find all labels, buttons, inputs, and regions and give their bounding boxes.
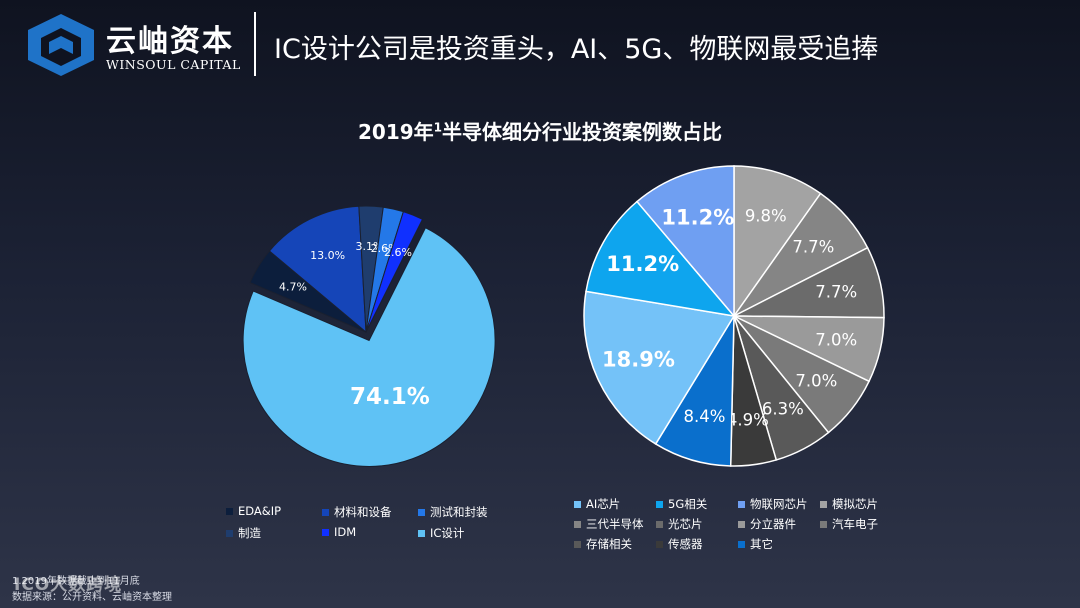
legend-right-item: AI芯片 xyxy=(574,496,620,512)
pie2-label--: 7.7% xyxy=(792,238,834,257)
legend-right-label: 三代半导体 xyxy=(586,517,644,531)
legend-right-swatch xyxy=(574,520,581,528)
pie2-label--: 6.3% xyxy=(762,399,804,418)
chart-title: 2019年1半导体细分行业投资案例数占比 xyxy=(0,116,1080,145)
legend-left-swatch xyxy=(418,508,425,516)
legend-right-swatch xyxy=(820,500,827,508)
pie2-slice-5g- xyxy=(585,200,736,318)
pie2-label--: 11.2% xyxy=(661,205,734,229)
footnote-date: 1.2019年数据截止到11月底 xyxy=(12,576,140,587)
legend-right-item: 传感器 xyxy=(656,536,703,552)
legend-left-label: 制造 xyxy=(238,526,261,540)
legend-right-item: 汽车电子 xyxy=(820,516,878,532)
legend-right-swatch xyxy=(656,540,663,548)
legend-left-swatch xyxy=(226,507,233,515)
legend-right-label: 传感器 xyxy=(668,537,703,551)
pie1-slice-- xyxy=(268,205,367,334)
pie2-slice-- xyxy=(635,165,735,319)
legend-right-label: 物联网芯片 xyxy=(750,497,808,511)
legend-left-swatch xyxy=(418,529,425,537)
legend-right-item: 物联网芯片 xyxy=(738,496,808,512)
legend-right-swatch xyxy=(656,520,663,528)
chart-title-year: 2019年 xyxy=(357,120,434,144)
pie2-label--: 8.4% xyxy=(683,407,725,426)
legend-right-swatch xyxy=(820,520,827,528)
pie2-label-5g-: 11.2% xyxy=(606,252,679,276)
legend-right-swatch xyxy=(574,500,581,508)
legend-right-swatch xyxy=(574,540,581,548)
legend-right-label: 模拟芯片 xyxy=(832,497,878,511)
legend-right-swatch xyxy=(738,520,745,528)
pie2-label--: 9.8% xyxy=(745,206,787,225)
legend-right-item: 分立器件 xyxy=(738,516,796,532)
legend-right-label: 分立器件 xyxy=(750,517,796,531)
legend-left-item: IC设计 xyxy=(418,525,464,541)
pie2-label--: 7.7% xyxy=(815,282,857,301)
legend-left-label: IDM xyxy=(334,525,357,539)
legend-left-swatch xyxy=(322,508,329,516)
legend-right-swatch xyxy=(656,500,663,508)
legend-left-item: EDA&IP xyxy=(226,504,281,518)
legend-right-swatch xyxy=(738,500,745,508)
pie1-slice-idm xyxy=(365,211,424,333)
footnote-source: 数据来源：公开资料、云岫资本整理 xyxy=(12,592,172,603)
legend-left-item: 材料和设备 xyxy=(322,504,392,520)
pie1-slice-ic- xyxy=(242,227,496,467)
pie2-label--: 7.0% xyxy=(815,331,857,350)
legend-left-item: 测试和封装 xyxy=(418,504,488,520)
legend-left-label: IC设计 xyxy=(430,526,465,540)
legend-right-item: 模拟芯片 xyxy=(820,496,878,512)
legend-left-swatch xyxy=(226,529,233,537)
legend-right-label: 汽车电子 xyxy=(832,517,878,531)
legend-right-item: 5G相关 xyxy=(656,496,707,512)
pie2-slice-- xyxy=(733,165,822,319)
pie2-slice-ai- xyxy=(583,290,736,445)
legend-left-label: EDA&IP xyxy=(238,504,282,518)
legend-right-swatch xyxy=(738,540,745,548)
legend-right-label: 其它 xyxy=(750,537,773,551)
legend-right-item: 光芯片 xyxy=(656,516,703,532)
legend-right-item: 存储相关 xyxy=(574,536,632,552)
pie1-label-eda-ip: 4.7% xyxy=(279,281,307,294)
page-headline: IC设计公司是投资重头，AI、5G、物联网最受追捧 xyxy=(274,34,879,65)
pie1-label-ic-: 74.1% xyxy=(350,384,430,410)
brand-name-en: WINSOUL CAPITAL xyxy=(106,57,241,72)
watermark: ICO大数跨境 xyxy=(14,575,123,595)
pie1-label--: 3.1% xyxy=(355,240,383,253)
pie2-label--: 7.0% xyxy=(795,372,837,391)
winsoul-logo xyxy=(28,14,94,76)
legend-right-item: 其它 xyxy=(738,536,773,552)
pie1-label--: 13.0% xyxy=(310,249,345,262)
legend-left-item: 制造 xyxy=(226,525,261,541)
brand-name-cn: 云岫资本 xyxy=(106,24,234,59)
legend-right-label: 光芯片 xyxy=(668,517,703,531)
legend-right-label: 5G相关 xyxy=(668,497,708,511)
pie2-label-ai-: 18.9% xyxy=(602,348,675,372)
pie2-label--: 4.9% xyxy=(727,411,769,430)
chart-title-text: 半导体细分行业投资案例数占比 xyxy=(442,120,723,144)
legend-right-label: 存储相关 xyxy=(586,537,632,551)
chart-title-footnote-mark: 1 xyxy=(433,120,443,135)
header-divider xyxy=(254,12,256,76)
legend-left-swatch xyxy=(322,528,329,536)
legend-left-item: IDM xyxy=(322,525,356,539)
pie1-label-idm: 2.6% xyxy=(384,246,412,259)
legend-left-label: 材料和设备 xyxy=(334,505,392,519)
legend-left-label: 测试和封装 xyxy=(430,505,488,519)
legend-right-item: 三代半导体 xyxy=(574,516,644,532)
legend-right-label: AI芯片 xyxy=(586,497,621,511)
